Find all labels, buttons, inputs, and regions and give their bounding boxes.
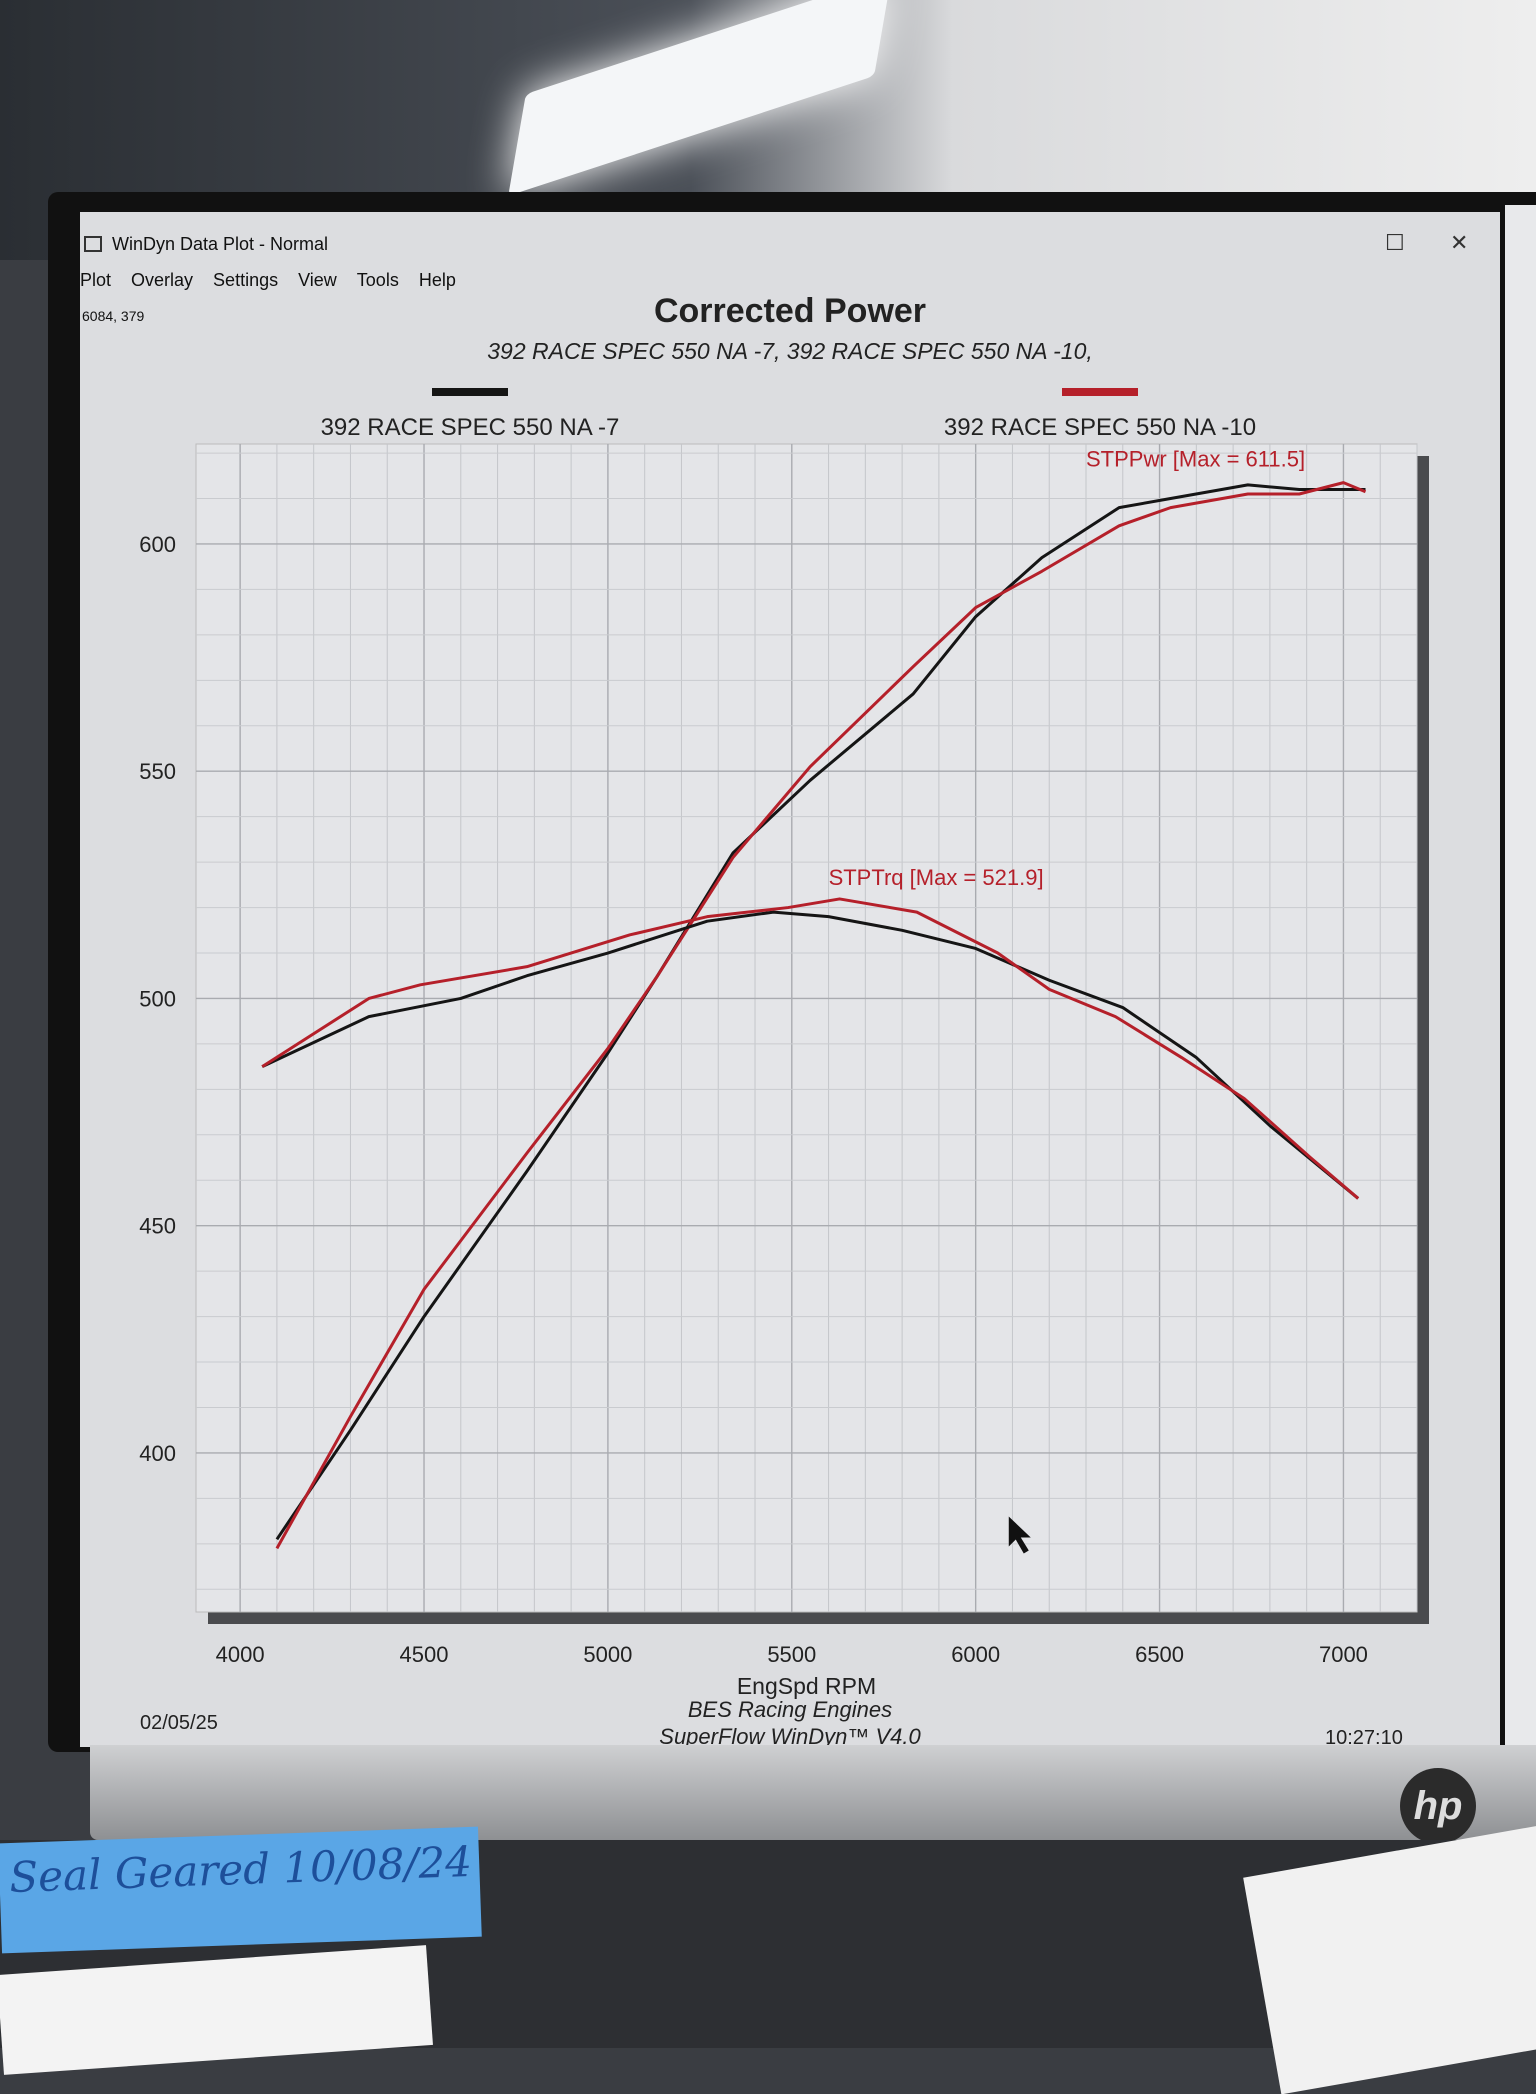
- dyno-chart: 4000 4500 5000 5500 6000 6500 7000 400 450 500 550…: [139, 443, 1429, 1699]
- x-tick-label: 7000: [1319, 1642, 1368, 1667]
- time-label: 10:27:10: [1325, 1727, 1403, 1749]
- x-tick-label: 4000: [216, 1642, 265, 1667]
- plot-area: [195, 443, 1418, 1613]
- x-tick-label: 5500: [767, 1642, 816, 1667]
- legend-swatch: [1062, 388, 1138, 396]
- x-tick-label: 5000: [583, 1642, 632, 1667]
- hp-logo: hp: [1400, 1768, 1476, 1844]
- close-icon[interactable]: ✕: [1450, 230, 1469, 255]
- mouse-cursor-icon: [1008, 1516, 1031, 1554]
- background-window: [1505, 205, 1536, 1745]
- company-label: BES Racing Engines: [687, 1697, 893, 1722]
- title-bar: WinDyn Data Plot - Normal ☐ ✕: [80, 230, 1500, 258]
- y-tick-label: 450: [139, 1214, 176, 1239]
- date-label: 02/05/25: [140, 1712, 218, 1734]
- annotation-max-power: STPPwr [Max = 611.5]: [1086, 447, 1305, 472]
- chart-subtitle: 392 RACE SPEC 550 NA -7, 392 RACE SPEC 5…: [487, 338, 1093, 364]
- maximize-icon[interactable]: ☐: [1385, 230, 1405, 255]
- series-line-stppwr-1: [275, 481, 1367, 1550]
- legend-item-run-7: 392 RACE SPEC 550 NA -7: [300, 388, 640, 442]
- window-title: WinDyn Data Plot - Normal: [112, 234, 329, 254]
- legend-label: 392 RACE SPEC 550 NA -7: [320, 414, 620, 441]
- chart-title: Corrected Power: [653, 292, 927, 330]
- legend-label: 392 RACE SPEC 550 NA -10: [943, 414, 1257, 441]
- y-tick-label: 400: [139, 1441, 176, 1466]
- legend-item-run-10: 392 RACE SPEC 550 NA -10: [920, 388, 1280, 442]
- menu-view[interactable]: View: [298, 270, 337, 290]
- menu-plot[interactable]: Plot: [80, 270, 112, 290]
- x-tick-label: 6500: [1135, 1642, 1184, 1667]
- series-line-stptrq-3: [261, 897, 1360, 1200]
- menu-help[interactable]: Help: [418, 270, 456, 290]
- y-tick-label: 550: [139, 759, 176, 784]
- x-axis-label: EngSpd RPM: [737, 1673, 876, 1699]
- y-tick-label: 500: [139, 986, 176, 1011]
- cursor-readout: 6084, 379: [82, 308, 145, 324]
- software-label: SuperFlow WinDyn™ V4.0: [659, 1724, 921, 1749]
- x-tick-label: 4500: [400, 1642, 449, 1667]
- sticky-note: Seal Geared 10/08/24: [0, 1826, 482, 1954]
- legend-swatch: [432, 388, 508, 396]
- annotation-max-torque: STPTrq [Max = 521.9]: [829, 865, 1044, 890]
- menu-settings[interactable]: Settings: [213, 270, 279, 290]
- x-tick-label: 6000: [951, 1642, 1000, 1667]
- y-tick-label: 600: [139, 532, 176, 557]
- ceiling-light: [508, 0, 892, 196]
- menu-bar: Plot Overlay Settings View Tools Help: [80, 270, 456, 291]
- menu-overlay[interactable]: Overlay: [131, 270, 194, 290]
- windyn-window: WinDyn Data Plot - Normal ☐ ✕ Plot Overl…: [80, 212, 1500, 1749]
- series-line-stptrq-2: [261, 910, 1360, 1200]
- monitor-bottom-bezel: [90, 1745, 1536, 1840]
- menu-tools[interactable]: Tools: [356, 270, 399, 290]
- app-icon: [84, 236, 102, 252]
- series-line-stppwr-0: [275, 483, 1366, 1541]
